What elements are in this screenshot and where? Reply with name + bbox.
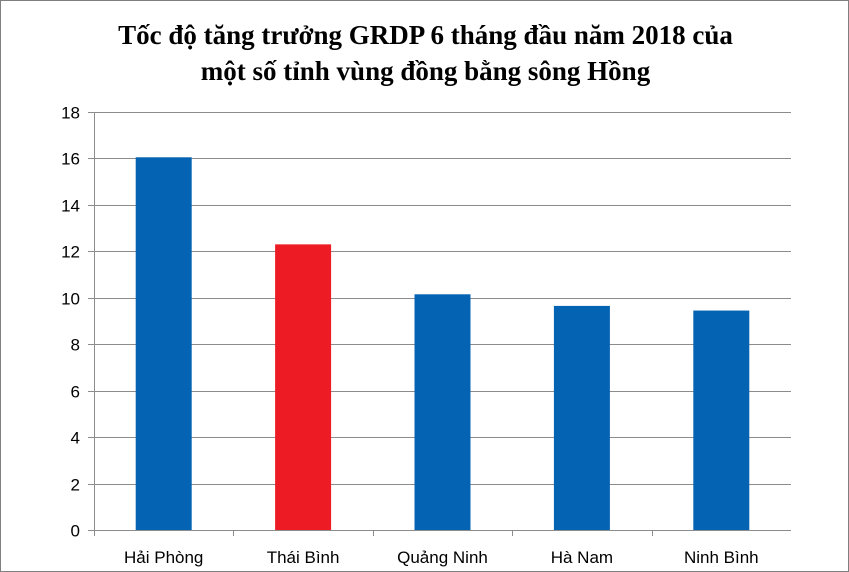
x-tick-labels: Hải Phòng Thái Bình Quảng Ninh Hà Nam Ninh B… [124, 548, 759, 567]
axes [94, 112, 791, 536]
bar [275, 244, 332, 530]
chart-title: Tốc độ tăng trưởng GRDP 6 tháng đầu năm … [1, 17, 848, 89]
bar [414, 294, 471, 530]
y-tick-label: 10 [61, 290, 80, 309]
bar [135, 157, 192, 531]
y-tick-label: 4 [71, 429, 80, 448]
bars [135, 157, 750, 531]
chart-title-line-1: Tốc độ tăng trưởng GRDP 6 tháng đầu năm … [118, 20, 733, 50]
y-tick-labels: 0 2 4 6 8 10 12 14 16 18 [61, 104, 80, 541]
y-tick-label: 16 [61, 150, 80, 169]
bar [553, 305, 610, 530]
chart-title-line-2: một số tỉnh vùng đồng bằng sông Hồng [200, 56, 651, 86]
y-tick-label: 18 [61, 104, 80, 123]
y-tick-label: 14 [61, 197, 80, 216]
x-tick-label: Thái Bình [267, 548, 340, 567]
x-tick-label: Hải Phòng [124, 548, 203, 567]
x-tick-label: Quảng Ninh [397, 548, 488, 567]
x-tick-label: Ninh Bình [684, 548, 759, 567]
y-tick-label: 2 [71, 476, 80, 495]
y-tick-label: 12 [61, 243, 80, 262]
y-tick-label: 0 [71, 522, 80, 541]
y-tick-label: 8 [71, 336, 80, 355]
y-tick-label: 6 [71, 383, 80, 402]
x-tick-label: Hà Nam [551, 548, 613, 567]
bar [693, 310, 750, 530]
